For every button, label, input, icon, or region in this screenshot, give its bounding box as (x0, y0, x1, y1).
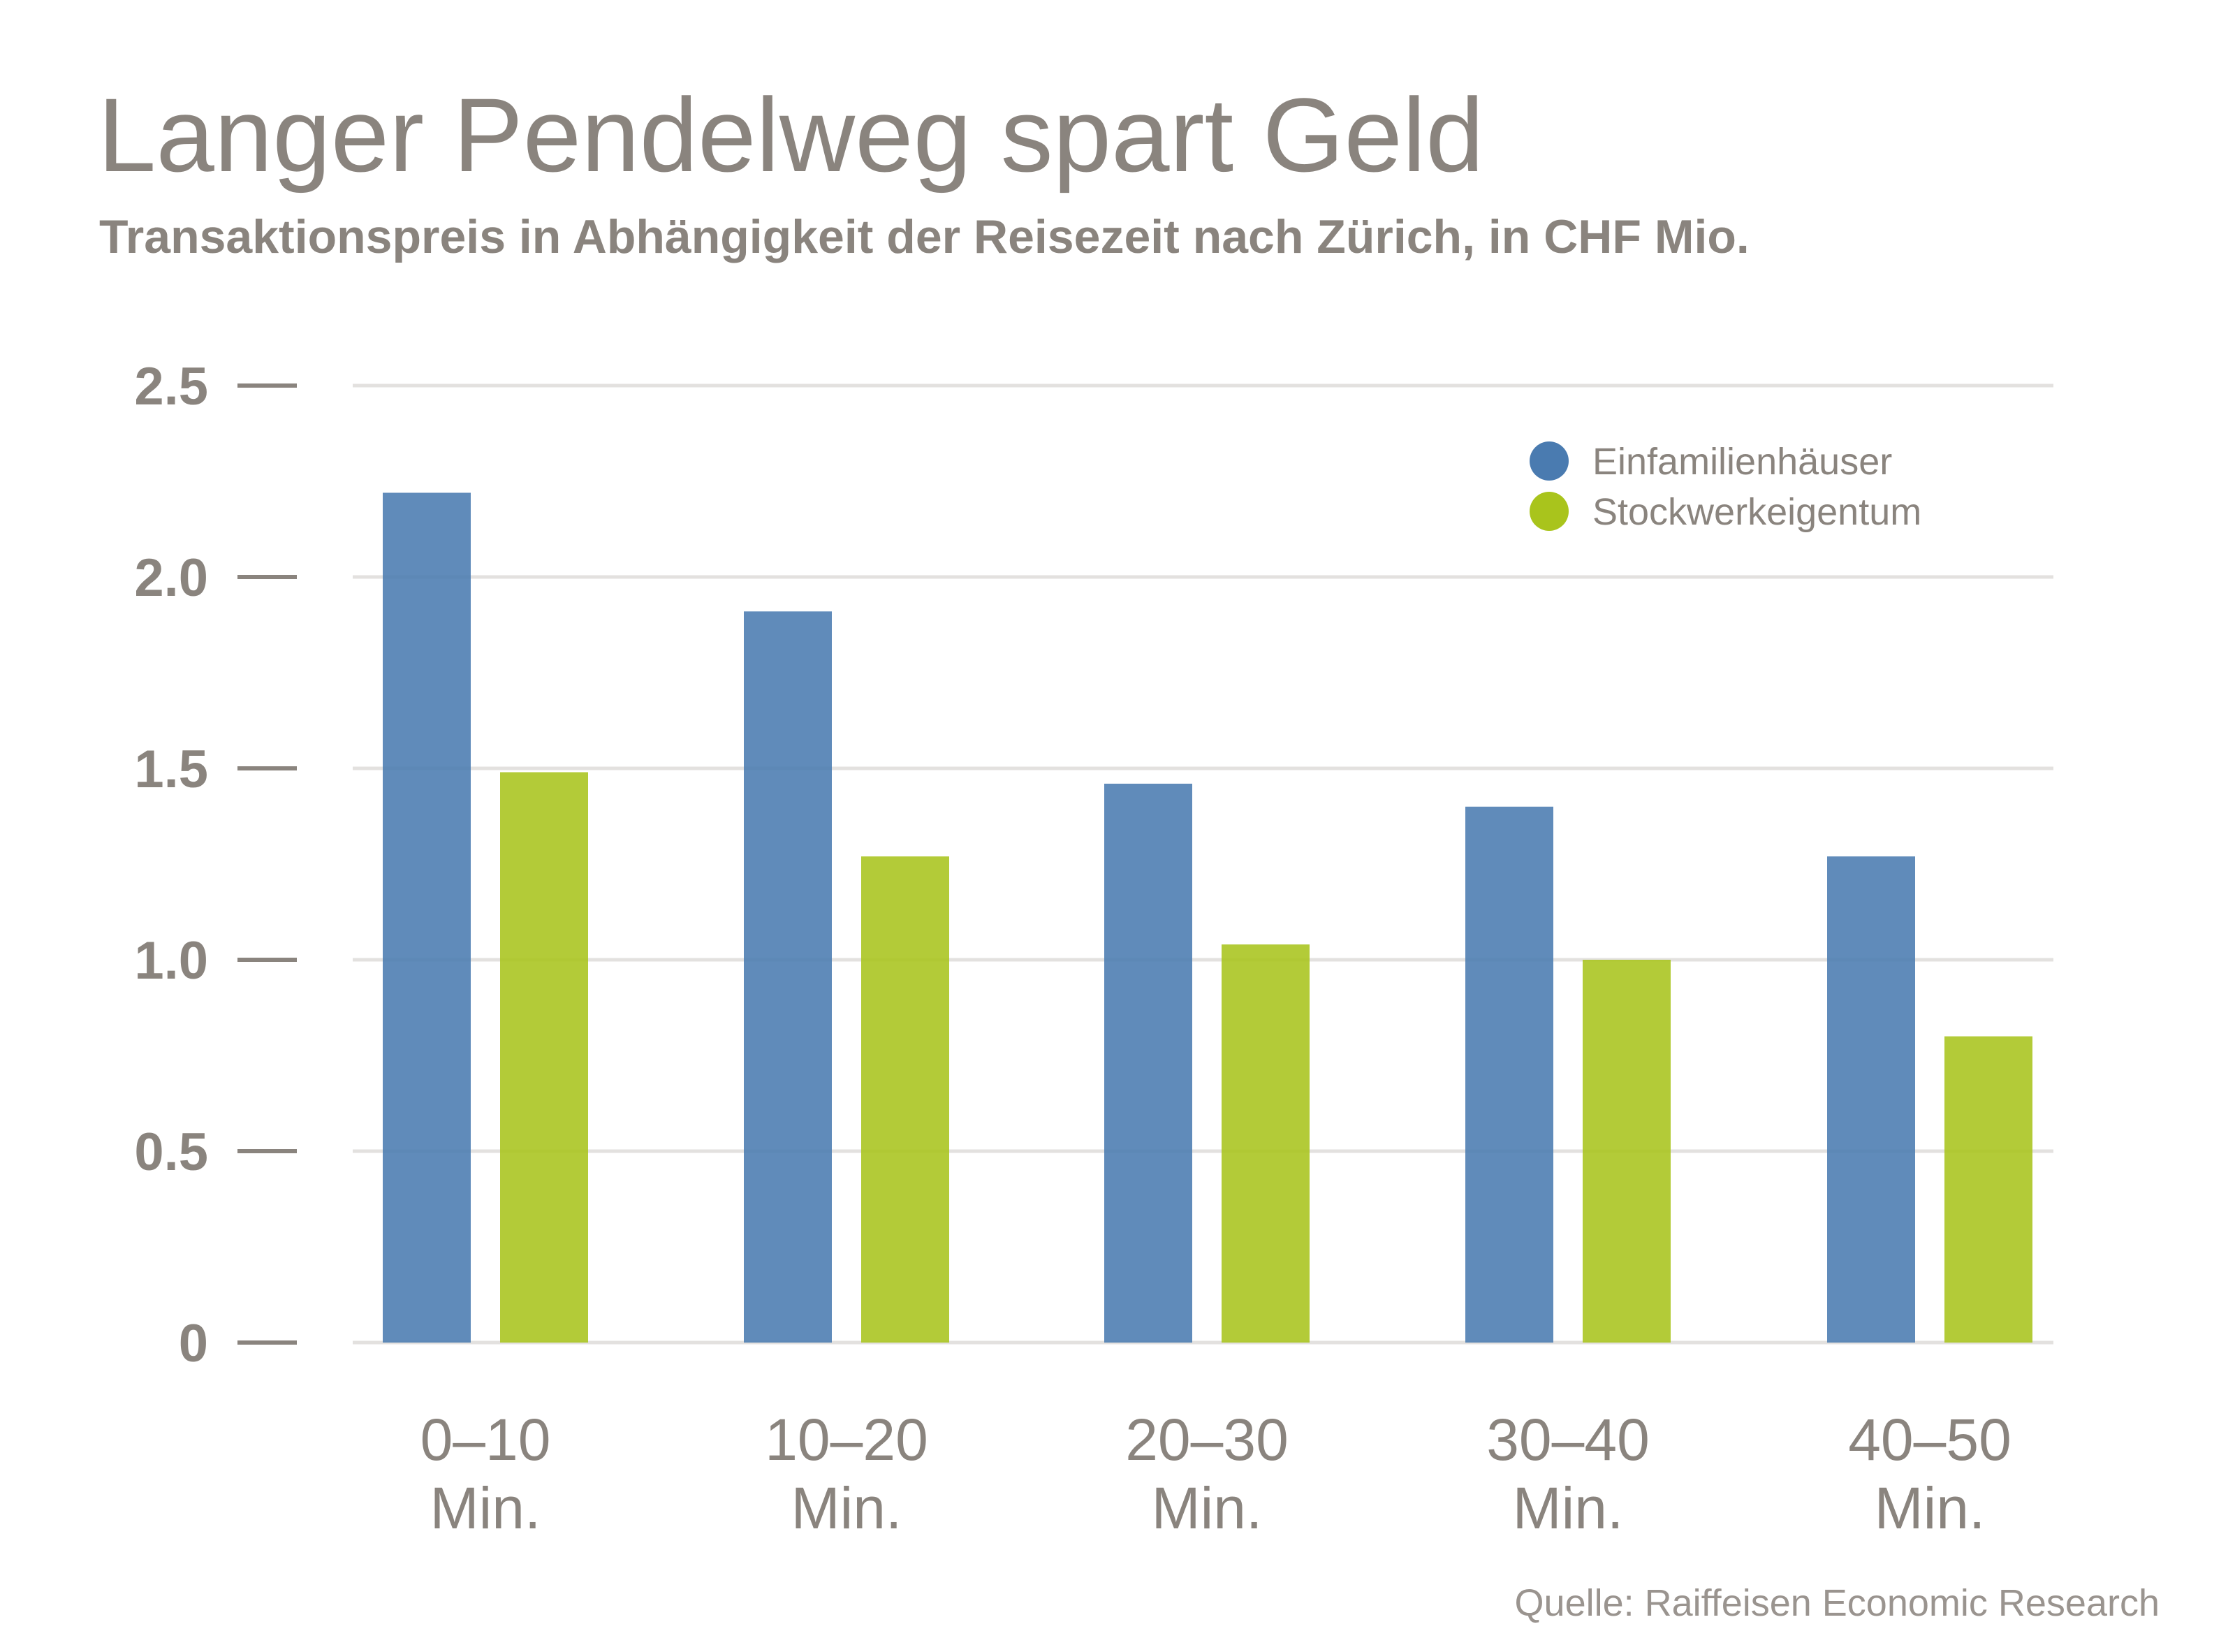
chart-subtitle: Transaktionspreis in Abhängigkeit der Re… (99, 210, 1750, 263)
x-tick-label: Min. (1513, 1475, 1624, 1541)
x-tick-label: 0–10 (420, 1407, 551, 1472)
bar-stockwerkeigentum (1944, 1036, 2032, 1343)
y-axis: 0 0.5 1.0 1.5 2.0 2.5 (134, 357, 297, 1373)
legend-label: Einfamilienhäuser (1592, 441, 1892, 483)
bar-einfamilienhaeuser (1465, 806, 1553, 1343)
gridlines (353, 383, 2053, 1345)
bar-einfamilienhaeuser (383, 492, 471, 1343)
bar-einfamilienhaeuser (1827, 856, 1915, 1343)
x-tick-label: Min. (1152, 1475, 1263, 1541)
x-tick-label: 30–40 (1486, 1407, 1650, 1472)
bar-stockwerkeigentum (1583, 960, 1671, 1343)
legend: Einfamilienhäuser Stockwerkeigentum (1530, 441, 1921, 533)
x-tick-label: Min. (430, 1475, 541, 1541)
y-tick-label: 2.0 (134, 548, 208, 608)
bar-einfamilienhaeuser (744, 611, 832, 1343)
bar-stockwerkeigentum (500, 772, 588, 1343)
bar-stockwerkeigentum (1222, 944, 1310, 1343)
legend-swatch (1530, 441, 1569, 481)
y-tick-label: 2.5 (134, 357, 208, 416)
bar-stockwerkeigentum (861, 856, 949, 1343)
chart-title: Langer Pendelweg spart Geld (98, 76, 1484, 193)
y-tick-label: 1.0 (134, 931, 208, 991)
x-tick-label: 10–20 (765, 1407, 928, 1472)
y-tick-label: 1.5 (134, 740, 208, 799)
x-tick-label: Min. (1875, 1475, 1986, 1541)
y-tick-label: 0.5 (134, 1123, 208, 1182)
legend-label: Stockwerkeigentum (1592, 491, 1921, 533)
source-note: Quelle: Raiffeisen Economic Research (1514, 1582, 2160, 1624)
x-tick-label: 20–30 (1125, 1407, 1289, 1472)
y-tick-label: 0 (179, 1314, 208, 1373)
bar-einfamilienhaeuser (1104, 783, 1192, 1343)
x-axis: 0–10Min.10–20Min.20–30Min.30–40Min.40–50… (420, 1407, 2012, 1541)
legend-swatch (1530, 492, 1569, 531)
x-tick-label: Min. (791, 1475, 902, 1541)
x-tick-label: 40–50 (1848, 1407, 2012, 1472)
bars (383, 492, 2032, 1343)
